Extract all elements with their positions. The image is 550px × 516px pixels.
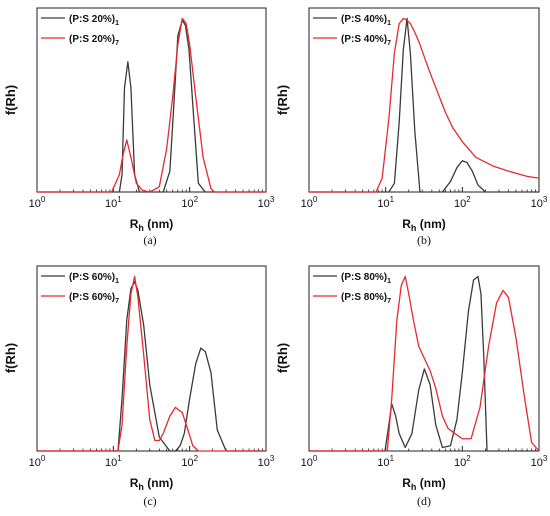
legend-label: (P:S 60%)1 bbox=[69, 272, 119, 285]
x-tick-label: 101 bbox=[377, 454, 394, 469]
series-line-2 bbox=[309, 275, 540, 452]
y-axis-label: f(Rh) bbox=[275, 343, 290, 373]
x-tick-label: 101 bbox=[377, 195, 394, 210]
x-tick-label: 102 bbox=[181, 195, 198, 210]
x-tick-label: 102 bbox=[454, 195, 471, 210]
x-tick-label: 101 bbox=[105, 195, 122, 210]
x-tick-label: 101 bbox=[105, 454, 122, 469]
x-axis-label: Rh (nm) bbox=[402, 217, 446, 233]
legend-label: (P:S 60%)7 bbox=[69, 292, 119, 305]
plot-frame bbox=[308, 265, 540, 452]
legend-label: (P:S 20%)7 bbox=[69, 34, 119, 47]
panel-caption: (b) bbox=[417, 233, 431, 247]
x-axis-label: Rh (nm) bbox=[402, 476, 446, 492]
series-line-2 bbox=[309, 17, 540, 193]
x-tick-label: 100 bbox=[29, 454, 46, 469]
x-tick-label: 102 bbox=[181, 454, 198, 469]
series-line-2 bbox=[37, 275, 266, 452]
y-axis-label: f(Rh) bbox=[3, 343, 18, 373]
legend-label: (P:S 40%)1 bbox=[341, 14, 391, 27]
x-axis-label: Rh (nm) bbox=[130, 476, 174, 492]
legend-label: (P:S 80%)7 bbox=[341, 292, 391, 305]
x-tick-label: 100 bbox=[301, 454, 318, 469]
y-axis-label: f(Rh) bbox=[3, 85, 18, 115]
series-line-1 bbox=[309, 17, 539, 193]
series-line-1 bbox=[37, 281, 266, 452]
series-line-1 bbox=[309, 275, 539, 452]
legend-label: (P:S 40%)7 bbox=[341, 34, 391, 47]
series-line-1 bbox=[37, 19, 266, 193]
legend-label: (P:S 20%)1 bbox=[69, 14, 119, 27]
x-tick-label: 100 bbox=[301, 195, 318, 210]
x-tick-label: 103 bbox=[531, 454, 548, 469]
legend-label: (P:S 80%)1 bbox=[341, 272, 391, 285]
x-axis-label: Rh (nm) bbox=[130, 217, 174, 233]
panel-caption: (a) bbox=[143, 233, 156, 247]
x-tick-label: 103 bbox=[531, 195, 548, 210]
x-tick-label: 103 bbox=[258, 454, 275, 469]
panel-caption: (d) bbox=[417, 494, 431, 508]
x-tick-label: 102 bbox=[454, 454, 471, 469]
series-line-2 bbox=[37, 17, 266, 193]
x-tick-label: 103 bbox=[258, 195, 275, 210]
panel-caption: (c) bbox=[143, 494, 156, 508]
plot-frame bbox=[36, 265, 267, 452]
x-tick-label: 100 bbox=[29, 195, 46, 210]
y-axis-label: f(Rh) bbox=[275, 85, 290, 115]
